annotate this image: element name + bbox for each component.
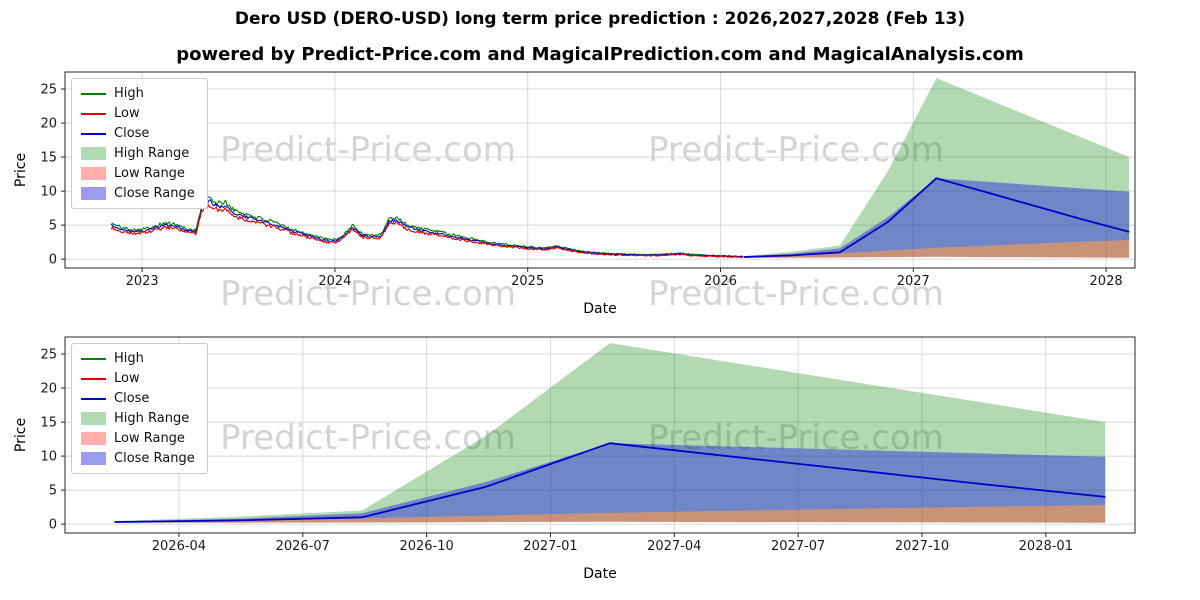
svg-text:2025: 2025	[511, 274, 544, 289]
legend-label: Low Range	[114, 166, 185, 181]
legend-label: Close Range	[114, 451, 195, 466]
legend-item-close: Close	[81, 126, 195, 141]
legend-swatch	[81, 92, 106, 95]
y-axis-label-top: Price	[13, 152, 29, 188]
svg-text:2027-01: 2027-01	[523, 539, 577, 554]
x-axis-label-bottom: Date	[583, 566, 617, 582]
watermark-text: Predict-Price.com	[648, 130, 944, 170]
legend-bottom-chart: High Low Close High Range Low Range Close Ran…	[71, 343, 208, 474]
svg-text:2028: 2028	[1090, 274, 1123, 289]
close-range-area	[114, 443, 1106, 523]
low-range-area	[743, 240, 1130, 258]
svg-text:2028-01: 2028-01	[1019, 539, 1073, 554]
svg-text:2027-04: 2027-04	[647, 539, 701, 554]
legend-swatch	[81, 452, 106, 465]
svg-text:10: 10	[40, 450, 57, 465]
svg-text:2024: 2024	[318, 274, 351, 289]
high-range-area	[114, 343, 1106, 523]
legend-item-low: Low	[81, 371, 195, 386]
svg-text:2026-07: 2026-07	[276, 539, 330, 554]
watermark-text: Predict-Price.com	[220, 274, 516, 314]
legend-label: High Range	[114, 146, 190, 161]
legend-label: Low Range	[114, 431, 185, 446]
legend-swatch	[81, 167, 106, 180]
svg-text:10: 10	[40, 185, 57, 200]
legend-swatch	[81, 412, 106, 425]
legend-item-low-range: Low Range	[81, 166, 195, 181]
legend-item-close-range: Close Range	[81, 451, 195, 466]
svg-text:15: 15	[40, 416, 57, 431]
legend-swatch	[81, 432, 106, 445]
legend-item-high: High	[81, 351, 195, 366]
legend-item-high: High	[81, 86, 195, 101]
svg-text:20: 20	[40, 382, 57, 397]
legend-swatch	[81, 397, 106, 400]
y-axis-label-bottom: Price	[13, 417, 29, 453]
watermark-text: Predict-Price.com	[220, 130, 516, 170]
svg-text:2026-04: 2026-04	[152, 539, 206, 554]
legend-swatch	[81, 187, 106, 200]
svg-text:2023: 2023	[126, 274, 159, 289]
svg-text:15: 15	[40, 151, 57, 166]
legend-swatch	[81, 357, 106, 360]
svg-text:2026: 2026	[704, 274, 737, 289]
high-range-area	[743, 78, 1130, 258]
svg-text:2027: 2027	[897, 274, 930, 289]
legend-label: Low	[114, 371, 140, 386]
svg-text:2027-10: 2027-10	[895, 539, 949, 554]
svg-text:2026-10: 2026-10	[399, 539, 453, 554]
legend-item-high-range: High Range	[81, 146, 195, 161]
svg-text:25: 25	[40, 348, 57, 363]
legend-item-low-range: Low Range	[81, 431, 195, 446]
legend-item-low: Low	[81, 106, 195, 121]
legend-label: Close	[114, 391, 150, 406]
low-line	[110, 204, 743, 259]
svg-text:5: 5	[49, 484, 57, 499]
legend-label: Close Range	[114, 186, 195, 201]
legend-item-high-range: High Range	[81, 411, 195, 426]
close-range-area	[743, 178, 1130, 258]
x-axis-label-top: Date	[583, 301, 617, 317]
legend-swatch	[81, 147, 106, 160]
close-line-forecast	[114, 442, 1106, 523]
legend-swatch	[81, 377, 106, 380]
legend-item-close-range: Close Range	[81, 186, 195, 201]
watermark-text: Predict-Price.com	[648, 418, 944, 458]
low-range-area	[114, 505, 1106, 523]
powered-by-subtitle: powered by Predict-Price.com and Magical…	[176, 44, 1024, 65]
svg-text:25: 25	[40, 83, 57, 98]
legend-swatch	[81, 132, 106, 135]
legend-item-close: Close	[81, 391, 195, 406]
close-line-forecast	[743, 177, 1130, 258]
watermark-text: Predict-Price.com	[220, 418, 516, 458]
svg-text:0: 0	[49, 518, 57, 533]
high-line	[110, 196, 743, 258]
svg-text:20: 20	[40, 117, 57, 132]
watermark-text: Predict-Price.com	[648, 274, 944, 314]
legend-label: High Range	[114, 411, 190, 426]
legend-label: Close	[114, 126, 150, 141]
legend-label: Low	[114, 106, 140, 121]
svg-text:2027-07: 2027-07	[771, 539, 825, 554]
legend-label: High	[114, 86, 144, 101]
svg-text:0: 0	[49, 253, 57, 268]
legend-swatch	[81, 112, 106, 115]
legend-label: High	[114, 351, 144, 366]
page-title: Dero USD (DERO-USD) long term price pred…	[234, 9, 966, 29]
svg-text:5: 5	[49, 219, 57, 234]
legend-top-chart: High Low Close High Range Low Range Close Ran…	[71, 78, 208, 209]
